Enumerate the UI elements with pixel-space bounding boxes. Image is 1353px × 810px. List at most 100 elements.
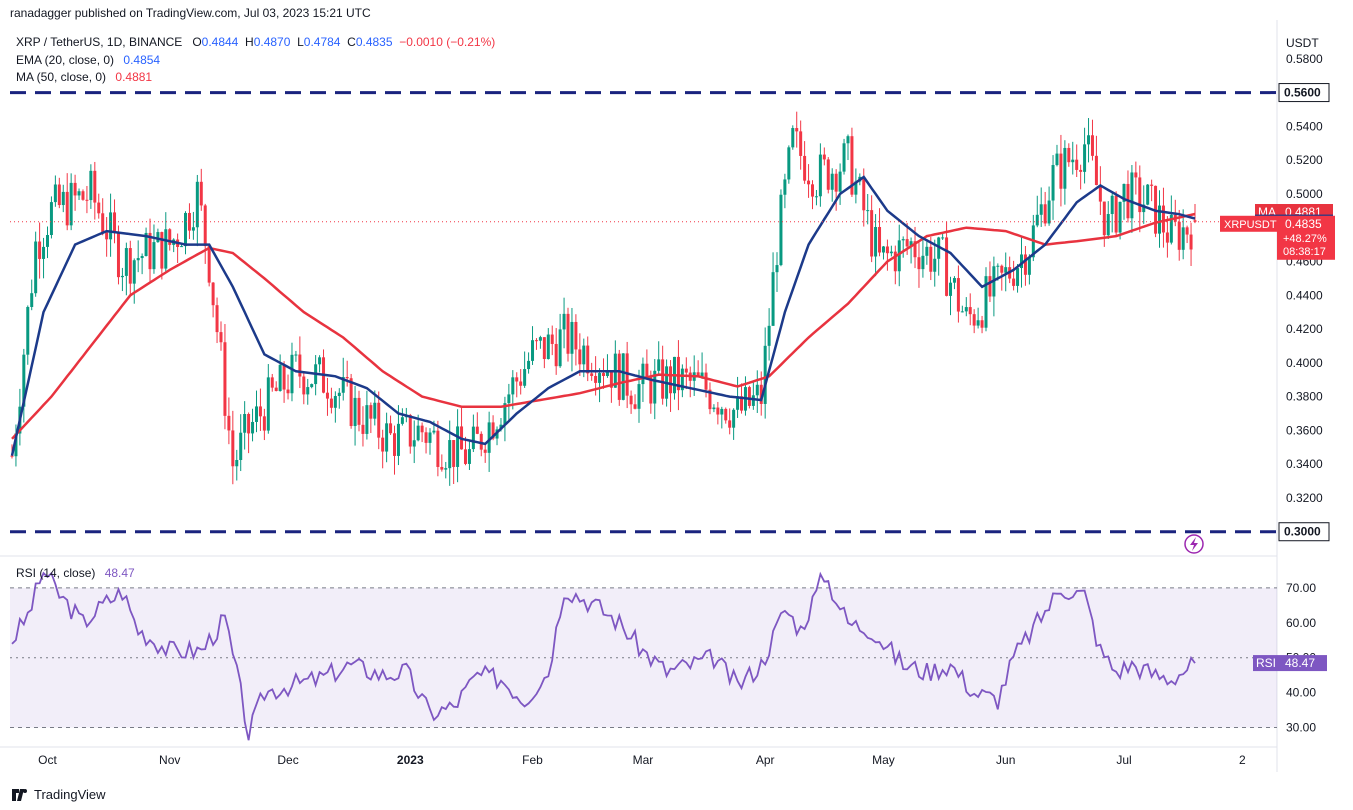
rsi-tick-label: 40.00 xyxy=(1286,686,1316,700)
candle-body xyxy=(807,180,811,185)
ma-legend-label: MA (50, close, 0) xyxy=(16,70,107,84)
candle-body xyxy=(1110,195,1114,215)
candle-body xyxy=(889,251,893,254)
price-tick-label: 0.4200 xyxy=(1286,322,1323,336)
candle-body xyxy=(231,430,235,467)
candle-body xyxy=(949,282,953,296)
candle-body xyxy=(408,414,412,447)
rsi-tick-label: 70.00 xyxy=(1286,581,1316,595)
ema-legend[interactable]: EMA (20, close, 0) 0.4854 xyxy=(16,53,160,67)
candle-body xyxy=(1079,169,1083,172)
candle-body xyxy=(708,389,712,410)
candle-body xyxy=(1094,155,1098,185)
candle-body xyxy=(661,359,665,399)
candle-body xyxy=(152,242,156,270)
level-label-box xyxy=(1278,83,1330,103)
time-tick-label: Mar xyxy=(633,753,654,767)
candle-body xyxy=(972,314,976,326)
candle-body xyxy=(925,246,929,256)
candle-body xyxy=(69,182,73,226)
candle-body xyxy=(34,241,38,294)
candle-body xyxy=(1114,195,1118,233)
candle-body xyxy=(960,311,964,313)
candle-body xyxy=(629,395,633,405)
candle-body xyxy=(1193,220,1197,222)
candle-body xyxy=(345,376,349,379)
candle-body xyxy=(609,371,613,388)
candle-body xyxy=(558,329,562,367)
candle-body xyxy=(1067,147,1071,163)
candle-body xyxy=(842,143,846,172)
candle-body xyxy=(160,232,164,269)
candle-body xyxy=(164,229,168,269)
rsi-badge-value-box xyxy=(1277,655,1327,672)
candle-body xyxy=(203,205,207,247)
candle-body xyxy=(1047,200,1051,224)
publisher-line: ranadagger published on TradingView.com,… xyxy=(10,6,371,20)
candle-body xyxy=(1035,214,1039,226)
candle-body xyxy=(763,345,767,404)
candle-body xyxy=(862,176,866,211)
candle-body xyxy=(594,375,598,383)
candle-body xyxy=(1118,201,1122,233)
candle-body xyxy=(1043,204,1047,224)
candle-body xyxy=(73,182,77,196)
rsi-line[interactable] xyxy=(11,571,1196,741)
candle-body xyxy=(211,282,215,306)
candle-body xyxy=(1075,159,1079,170)
candle-body xyxy=(1102,201,1106,236)
candle-body xyxy=(420,425,424,433)
candle-body xyxy=(471,426,475,450)
candle-body xyxy=(779,194,783,266)
candle-body xyxy=(838,171,842,192)
close-value: 0.4835 xyxy=(355,35,393,49)
candle-body xyxy=(1004,267,1008,273)
candle-body xyxy=(937,237,941,259)
candle-body xyxy=(361,424,365,434)
candle-body xyxy=(657,359,661,371)
candle-body xyxy=(1185,227,1189,235)
candle-body xyxy=(274,387,278,391)
candle-body xyxy=(531,340,535,361)
candle-body xyxy=(487,422,491,453)
lightning-icon[interactable] xyxy=(1184,534,1204,554)
candle-body xyxy=(400,417,404,424)
candle-body xyxy=(1150,184,1154,186)
candle-body xyxy=(945,237,949,296)
candle-body xyxy=(1090,135,1094,156)
candle-body xyxy=(755,384,759,396)
candle-body xyxy=(1138,177,1142,213)
ema20-line[interactable] xyxy=(10,175,1196,456)
lightning-bolt-icon xyxy=(1190,537,1198,551)
candle-body xyxy=(984,276,988,328)
symbol-name[interactable]: XRP / TetherUS, 1D, BINANCE xyxy=(16,35,183,49)
candle-body xyxy=(266,377,270,431)
candle-body xyxy=(850,136,854,195)
candle-body xyxy=(684,368,688,373)
tradingview-logo[interactable]: TradingView xyxy=(12,787,106,802)
candle-body xyxy=(732,409,736,428)
candle-body xyxy=(968,307,972,315)
candle-body xyxy=(199,181,203,206)
candle-body xyxy=(278,364,282,391)
candle-body xyxy=(602,373,605,376)
ma50-line[interactable] xyxy=(11,212,1196,440)
candle-body xyxy=(921,255,925,270)
candle-body xyxy=(897,240,901,272)
rsi-badge-name-box xyxy=(1253,655,1277,672)
rsi-legend[interactable]: RSI (14, close) 48.47 xyxy=(16,566,135,580)
candle-body xyxy=(676,356,680,391)
candle-body xyxy=(866,210,870,212)
price-tick-label: 0.4400 xyxy=(1286,288,1323,302)
candle-body xyxy=(475,426,479,434)
time-tick-label: Apr xyxy=(756,753,775,767)
candle-body xyxy=(1083,144,1087,172)
ma-legend[interactable]: MA (50, close, 0) 0.4881 xyxy=(16,70,152,84)
candle-body xyxy=(716,407,720,415)
candle-body xyxy=(578,349,582,365)
tradingview-brand: TradingView xyxy=(34,787,106,802)
candle-body xyxy=(14,433,18,457)
close-label: C xyxy=(347,35,356,49)
candle-body xyxy=(1158,205,1162,234)
